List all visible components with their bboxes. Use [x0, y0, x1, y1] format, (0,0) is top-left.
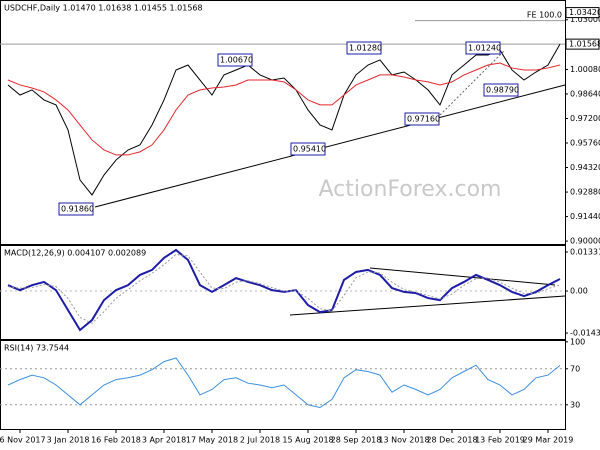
- annotation-box: [346, 41, 382, 55]
- fe-label: FE 100.0: [527, 11, 562, 20]
- y-tick-label: 0.94320: [570, 163, 600, 172]
- chart-title: USDCHF,Daily 1.01470 1.01638 1.01455 1.0…: [4, 4, 203, 13]
- y-tick-label: 0.98640: [570, 89, 600, 98]
- x-tick-label: 13 Nov 2018: [378, 436, 429, 445]
- y-tick-label: 1.03000: [570, 15, 600, 24]
- macd-trend-line: [289, 295, 566, 316]
- annotation: 0.91860: [61, 205, 94, 214]
- y-tick-label: 0.95760: [570, 139, 600, 148]
- annotation: 1.00670: [220, 56, 253, 65]
- annotation: 1.01240: [468, 44, 501, 53]
- watermark: ActionForex.com: [319, 177, 502, 202]
- x-tick-label: 15 Aug 2018: [282, 436, 333, 445]
- annotation: 0.95410: [293, 145, 326, 154]
- x-tick-label: 3 Apr 2018: [142, 436, 186, 445]
- rsi-title: RSI(14) 73.7544: [4, 344, 69, 353]
- price-tag-box: [565, 38, 600, 50]
- y-tick-label: 0.92880: [570, 188, 600, 197]
- trend-line: [94, 84, 566, 208]
- annotation: 1.01280: [349, 44, 382, 53]
- annotation-box: [483, 83, 519, 97]
- annotation-box: [290, 142, 326, 156]
- rsi-panel: [0, 340, 566, 430]
- x-tick-label: 28 Sep 2018: [331, 436, 382, 445]
- y-tick-label: 100: [570, 337, 585, 346]
- projection-line: [439, 49, 506, 116]
- price-tag: 1.01568: [569, 40, 600, 49]
- y-tick-label: 0.00: [570, 287, 588, 296]
- macd-panel: [0, 245, 566, 340]
- x-tick-label: 3 Jan 2018: [47, 436, 90, 445]
- y-tick-label: 0.013319: [570, 247, 600, 256]
- series-line: [7, 253, 561, 324]
- series-line: [7, 248, 561, 332]
- y-tick-label: 1.00080: [570, 65, 600, 74]
- y-tick-label: 0.91440: [570, 212, 600, 221]
- series-line: [7, 62, 561, 156]
- y-tick-label: 0.90000: [570, 237, 600, 246]
- macd-trend-line: [369, 267, 556, 286]
- annotation-box: [465, 41, 501, 55]
- x-tick-label: 2 Jul 2018: [240, 436, 280, 445]
- x-tick-label: 29 Mar 2019: [523, 436, 574, 445]
- price-tag: 1.03420: [569, 8, 600, 17]
- y-tick-label: 0.97200: [570, 114, 600, 123]
- series-line: [7, 357, 561, 409]
- y-tick-label: 70: [570, 364, 580, 373]
- annotation: 0.97160: [407, 115, 440, 124]
- y-tick-label: 30: [570, 400, 580, 409]
- macd-title: MACD(12,26,9) 0.004107 0.002089: [4, 249, 146, 258]
- annotation-box: [58, 202, 94, 216]
- annotation: 0.98790: [486, 86, 519, 95]
- x-tick-label: 16 Feb 2018: [91, 436, 141, 445]
- x-tick-label: 16 Nov 2017: [0, 436, 46, 445]
- x-tick-label: 28 Dec 2018: [426, 436, 477, 445]
- price-tag-box: [565, 7, 600, 19]
- y-tick-label: -0.014323: [570, 329, 600, 338]
- x-tick-label: 13 Feb 2019: [475, 436, 525, 445]
- annotation-box: [404, 112, 440, 126]
- annotation-box: [217, 53, 253, 67]
- x-tick-label: 17 May 2018: [186, 436, 238, 445]
- price-panel: [0, 0, 566, 245]
- series-line: [7, 43, 561, 196]
